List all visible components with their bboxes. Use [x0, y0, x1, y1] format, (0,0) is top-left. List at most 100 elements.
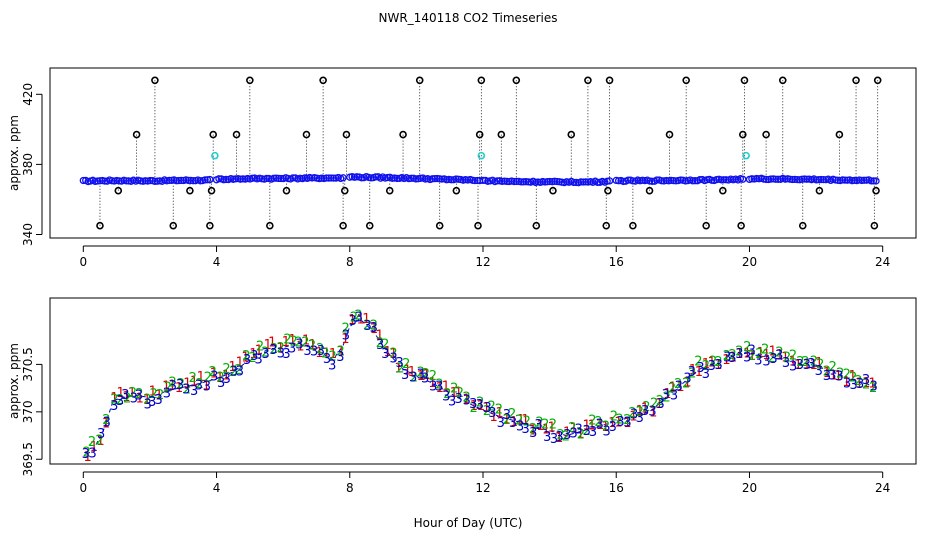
outlier-point: [567, 130, 576, 139]
series-3-marker: 3: [723, 350, 731, 365]
series-2-marker: 2: [529, 422, 537, 437]
series-1-marker: 1: [403, 363, 411, 378]
series-3-marker: 3: [349, 314, 357, 329]
series-2-marker: 2: [768, 351, 776, 366]
baseline-point: [869, 177, 878, 185]
series-3-marker: 3: [789, 359, 797, 374]
outlier-point: [512, 76, 521, 85]
series-1-marker: 1: [408, 365, 416, 380]
series-3-marker: 3: [195, 378, 203, 393]
series-1-marker: 1: [197, 370, 205, 385]
series-3-marker: 3: [769, 352, 777, 367]
series-1-marker: 1: [282, 335, 290, 350]
top-axis-ticks: 0 4 8 12 16 20 24 340 380 420: [21, 83, 890, 269]
series-3-marker: 3: [448, 394, 456, 409]
series-2-marker: 2: [476, 396, 484, 411]
x-tick-label: 12: [475, 481, 490, 495]
series-3-marker: 3: [743, 351, 751, 366]
series-2-marker: 2: [702, 359, 710, 374]
baseline-point: [657, 177, 666, 185]
series-2-marker: 2: [488, 399, 496, 414]
outlier-point: [778, 76, 787, 85]
series-2-marker: 2: [261, 345, 269, 360]
series-3-marker: 3: [534, 418, 542, 433]
series-3-marker: 3: [370, 321, 378, 336]
series-1-marker: 1: [517, 413, 525, 428]
series-3-marker: 3: [336, 350, 344, 365]
outlier-point: [474, 221, 482, 230]
outlier-point: [665, 130, 674, 139]
series-3-marker: 3: [121, 388, 129, 403]
series-2-marker: 2: [156, 388, 164, 403]
series-2-marker: 2: [143, 392, 151, 407]
series-2-marker: 2: [723, 349, 731, 364]
series-3-marker: 3: [103, 416, 111, 431]
series-1-marker: 1: [636, 404, 644, 419]
series-3-marker: 3: [254, 353, 262, 368]
series-3-marker: 3: [849, 378, 857, 393]
series-3-marker: 3: [609, 420, 617, 435]
series-1-marker: 1: [655, 397, 663, 412]
series-1-marker: 1: [228, 360, 236, 375]
series-3-marker: 3: [589, 425, 597, 440]
series-2-marker: 2: [562, 430, 570, 445]
series-3-marker: 3: [317, 344, 325, 359]
outlier-point: [645, 186, 654, 195]
series-3-marker: 3: [469, 397, 477, 412]
outlier-point: [319, 76, 327, 85]
baseline-point: [270, 174, 278, 182]
series-1-marker: 1: [815, 356, 823, 371]
baseline-point: [720, 176, 728, 184]
series-2-marker: 2: [116, 393, 124, 408]
series-2-marker: 2: [301, 336, 309, 351]
series-2-marker: 2: [743, 340, 751, 355]
series-2-marker: 2: [602, 420, 610, 435]
baseline-point: [550, 177, 559, 185]
baseline-point: [479, 176, 487, 185]
series-1-marker: 1: [417, 369, 425, 384]
baseline-point: [624, 176, 632, 184]
series-1-marker: 1: [663, 387, 671, 402]
series-1-marker: 1: [708, 356, 716, 371]
baseline-point: [762, 175, 770, 184]
series-3-marker: 3: [154, 393, 162, 408]
series-1-marker: 1: [555, 431, 563, 446]
baseline-point: [577, 178, 585, 186]
outlier-point: [475, 130, 484, 139]
baseline-point: [329, 174, 338, 182]
series-1-marker: 1: [689, 363, 697, 378]
series-1-marker: 1: [641, 402, 649, 417]
series-3-marker: 3: [110, 399, 118, 414]
series-1-marker: 1: [762, 348, 770, 363]
series-1-marker: 1: [542, 422, 550, 437]
series-2-marker: 2: [370, 319, 378, 334]
outlier-point: [738, 130, 747, 139]
series-1-marker: 1: [162, 380, 170, 395]
baseline-point: [860, 176, 868, 184]
series-2-marker: 2: [755, 347, 763, 362]
chart-title: NWR_140118 CO2 Timeseries: [379, 11, 558, 25]
series-2-marker: 2: [88, 435, 96, 450]
series-2-marker: 2: [396, 362, 404, 377]
series-2-marker: 2: [615, 412, 623, 427]
outlier-point: [96, 221, 104, 230]
series-2-marker: 2: [463, 390, 471, 405]
series-1-marker: 1: [116, 386, 124, 401]
x-tick-label: 12: [475, 255, 490, 269]
outlier-point: [232, 130, 241, 139]
series-3-marker: 3: [323, 352, 331, 367]
outlier-point: [209, 130, 218, 139]
series-3-marker: 3: [803, 358, 811, 373]
series-3-marker: 3: [130, 391, 138, 406]
series-1-marker: 1: [202, 379, 210, 394]
series-3-marker: 3: [636, 411, 644, 426]
baseline-point: [146, 176, 154, 185]
series-2-marker: 2: [248, 351, 256, 366]
baseline-point: [688, 177, 697, 185]
series-1-marker: 1: [450, 386, 458, 401]
series-3-marker: 3: [454, 392, 462, 407]
series-3-marker: 3: [543, 430, 551, 445]
series-3-marker: 3: [488, 406, 496, 421]
baseline-point: [274, 174, 283, 183]
